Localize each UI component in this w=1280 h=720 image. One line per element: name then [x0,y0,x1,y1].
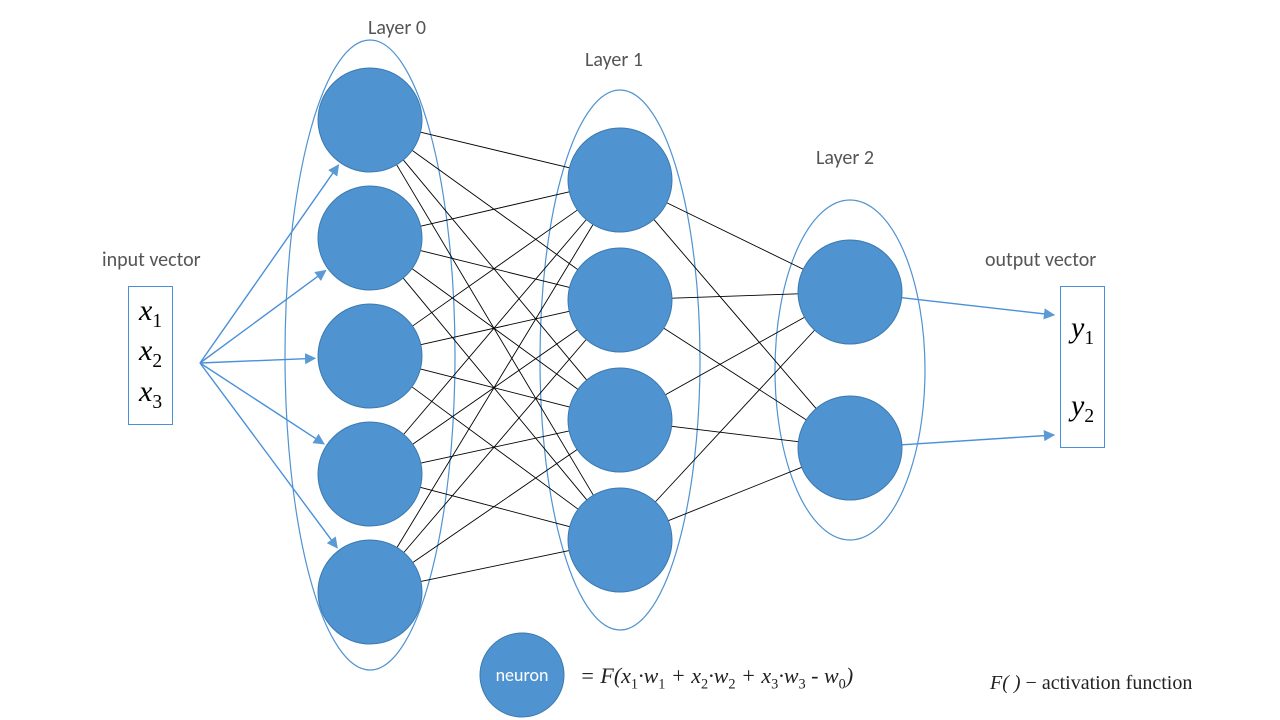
input-arrow [200,165,338,363]
edge [668,467,801,520]
edge [672,294,798,298]
edge [421,311,570,344]
neuron-node [318,304,422,408]
edge [667,203,803,269]
neuron-node [318,186,422,290]
edge [403,278,587,500]
neuron-node [568,368,672,472]
neuron-node [318,422,422,526]
edge [421,551,569,582]
input-item: x1 [139,293,162,333]
edge [421,132,570,168]
edge [413,210,578,326]
neuron-formula: = F(x1·w1 + x2·w2 + x3·w3 - w0) [580,663,853,693]
edge [420,251,569,288]
neuron-node [568,488,672,592]
neuron-node [798,396,902,500]
neuron-node [568,248,672,352]
layer-label: Layer 1 [585,48,643,72]
input-vector-box: x1x2x3 [128,286,173,425]
nodes [318,68,902,717]
edge [665,317,804,394]
activation-function-label: F( ) − activation function [990,672,1192,695]
legend-neuron-label: neuron [496,664,549,686]
neuron-node [318,540,422,644]
input-arrow [200,358,315,363]
output-vector-label: output vector [985,248,1096,272]
output-item: y2 [1071,367,1094,445]
input-arrow [200,363,337,548]
edge [404,220,587,435]
input-item: x3 [139,374,162,414]
output-arrow [902,298,1054,315]
neuron-node [318,68,422,172]
input-arrow [200,363,324,444]
edge [654,219,816,408]
edge [412,269,578,390]
layer-label: Layer 0 [368,16,426,40]
output-vector-box: y1y2 [1060,286,1105,448]
input-item: x2 [139,333,162,373]
input-vector-label: input vector [102,248,201,272]
neuron-node [798,240,902,344]
edge [664,328,807,420]
output-item: y1 [1071,289,1094,367]
edge [412,387,578,509]
output-arrow [902,435,1054,445]
edge [397,224,593,547]
layer-label: Layer 2 [816,146,874,170]
edge [403,160,586,380]
input-arrow [200,271,326,363]
neuron-node [568,128,672,232]
edge [421,431,569,463]
